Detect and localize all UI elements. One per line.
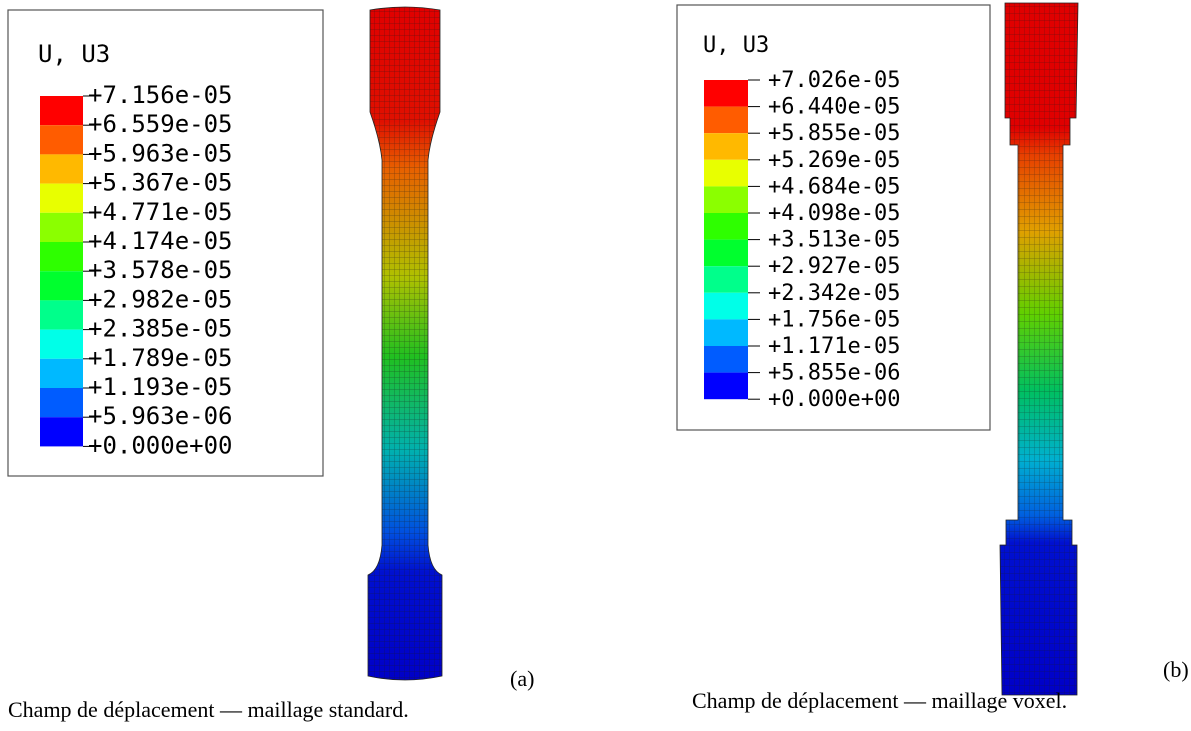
legend-swatch <box>704 133 748 160</box>
legend-swatch <box>704 159 748 187</box>
specimen-standard <box>367 6 443 681</box>
legend-swatch <box>704 346 748 373</box>
legend-label: +2.342e-05 <box>768 281 900 306</box>
caption: Champ de déplacement — maillage standard… <box>8 697 409 722</box>
legend-title: U, U3 <box>38 40 110 68</box>
legend-label: +0.000e+00 <box>768 387 900 412</box>
legend-swatch <box>40 125 83 155</box>
legend-label: +3.513e-05 <box>768 228 900 253</box>
panel-label: (a) <box>510 666 534 691</box>
legend-label: +7.026e-05 <box>768 68 900 93</box>
legend-label: +7.156e-05 <box>88 81 233 109</box>
legend-swatch <box>40 358 83 388</box>
caption: Champ de déplacement — maillage voxel. <box>692 688 1067 713</box>
legend-swatch <box>40 271 83 301</box>
legend-label: +5.963e-05 <box>88 139 233 167</box>
legend-swatch <box>40 212 83 242</box>
legend-label: +5.269e-05 <box>768 148 900 173</box>
legend-swatch <box>704 239 748 267</box>
legend-swatch <box>40 96 83 126</box>
legend-swatch <box>704 106 748 134</box>
legend-swatch <box>704 80 748 107</box>
legend-swatch <box>704 292 748 320</box>
legend-label: +4.771e-05 <box>88 198 233 226</box>
legend-label: +5.855e-05 <box>768 121 900 146</box>
legend-swatch <box>704 372 748 400</box>
legend-label: +2.385e-05 <box>88 315 233 343</box>
legend-title: U, U3 <box>703 33 769 58</box>
legend-swatch <box>704 186 748 213</box>
legend-label: +2.982e-05 <box>88 285 233 313</box>
legend-label: +6.440e-05 <box>768 95 900 120</box>
legend-label: +6.559e-05 <box>88 110 233 138</box>
panel-label: (b) <box>1163 657 1189 682</box>
legend-label: +4.174e-05 <box>88 227 233 255</box>
legend-label: +1.193e-05 <box>88 373 233 401</box>
legend-swatch <box>40 154 83 184</box>
legend-label: +1.789e-05 <box>88 344 233 372</box>
legend-label: +1.171e-05 <box>768 334 900 359</box>
legend-label: +1.756e-05 <box>768 307 900 332</box>
legend-label: +3.578e-05 <box>88 256 233 284</box>
legend-label: +4.098e-05 <box>768 201 900 226</box>
legend-swatch <box>704 213 748 240</box>
legend-swatch <box>704 266 748 293</box>
legend-swatch <box>40 183 83 213</box>
legend-swatch <box>40 388 83 418</box>
legend-label: +5.855e-06 <box>768 361 900 386</box>
legend-label: +2.927e-05 <box>768 254 900 279</box>
legend-swatch <box>40 329 83 359</box>
legend-label: +0.000e+00 <box>88 431 233 459</box>
legend-label: +5.963e-06 <box>88 402 233 430</box>
legend-label: +5.367e-05 <box>88 169 233 197</box>
legend-swatch <box>40 242 83 272</box>
legend-swatch <box>40 417 83 447</box>
specimen-voxel <box>999 2 1079 696</box>
legend-swatch <box>704 319 748 346</box>
legend-swatch <box>40 300 83 330</box>
legend-label: +4.684e-05 <box>768 174 900 199</box>
